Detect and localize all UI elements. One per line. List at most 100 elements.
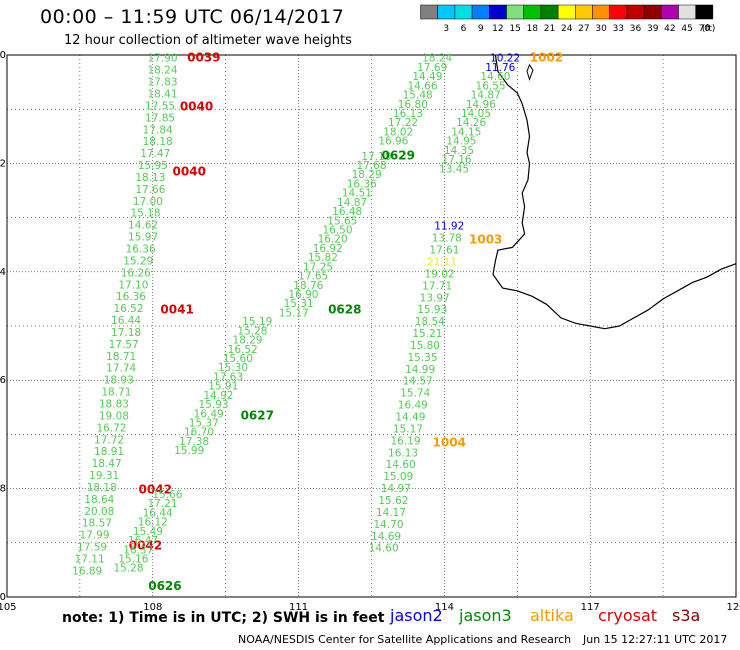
colorbar-tick-label: 36	[630, 24, 642, 34]
wave-height-label: 15.19	[242, 316, 272, 328]
wave-height-label: 15.37	[189, 417, 219, 429]
wave-height-label: 16.55	[476, 80, 506, 92]
wave-height-label: 17.16	[442, 154, 472, 166]
lat-tick-label: -40	[0, 592, 6, 603]
colorbar-tick-label: 39	[647, 24, 659, 34]
lat-tick-label: -30	[0, 50, 6, 61]
wave-height-label: 19.31	[89, 470, 119, 482]
wave-height-label: 15.29	[123, 255, 153, 267]
wave-height-label: 14.17	[376, 507, 406, 519]
wave-height-label: 18.83	[99, 399, 129, 411]
wave-height-label: 17.59	[77, 542, 107, 554]
wave-height-label: 15.95	[138, 160, 168, 172]
colorbar-swatch	[695, 4, 714, 20]
pass-time-label: 0629	[382, 148, 415, 162]
wave-height-label: 16.12	[138, 517, 168, 529]
colorbar-tick-label: 24	[561, 24, 573, 34]
colorbar-unit: (ft)	[702, 24, 716, 34]
wave-height-label: 17.10	[361, 151, 391, 163]
pass-time-label: 0041	[160, 303, 193, 317]
wave-height-label: 15.60	[223, 353, 253, 365]
colorbar-tick-label: 21	[544, 24, 555, 34]
wave-height-label: 16.49	[398, 400, 428, 412]
wave-height-label: 18.29	[233, 335, 263, 347]
wave-height-label: 17.18	[111, 327, 141, 339]
track-t0626: 15.6617.2116.4416.1215.4916.4716.3715.16…	[113, 489, 182, 593]
wave-height-label: 13.45	[439, 163, 469, 175]
wave-height-label: 16.90	[288, 289, 318, 301]
colorbar-tick-label: 27	[578, 24, 589, 34]
wave-height-label: 15.66	[152, 489, 182, 501]
wave-height-label: 16.49	[194, 408, 224, 420]
wave-height-label: 13.78	[432, 233, 462, 245]
wave-height-label: 15.99	[174, 445, 204, 457]
wave-height-label: 14.96	[466, 99, 496, 111]
wave-height-label: 17.61	[429, 245, 459, 257]
colorbar-tick-label: 70	[699, 24, 711, 34]
wave-height-label: 17.38	[179, 436, 209, 448]
wave-height-label: 15.97	[128, 232, 158, 244]
wave-height-label: 14.49	[412, 71, 442, 83]
lon-tick-label: 108	[143, 602, 162, 613]
map-frame	[6, 54, 737, 598]
wave-height-label: 15.49	[133, 526, 163, 538]
wave-height-label: 14.60	[369, 543, 399, 555]
wave-height-label: 17.69	[417, 62, 447, 74]
wave-height-label: 16.89	[72, 565, 102, 577]
legend-cryosat: cryosat	[598, 606, 658, 625]
pass-time-label: 0042	[139, 483, 172, 497]
wave-height-label: 14.66	[407, 80, 437, 92]
wave-height-label: 14.87	[471, 90, 501, 102]
wave-height-label: 17.83	[147, 77, 177, 89]
wave-height-label: 17.00	[133, 196, 163, 208]
wave-height-label: 14.70	[373, 519, 403, 531]
wave-height-label: 17.90	[147, 53, 177, 65]
pass-time-label: 0039	[187, 51, 220, 65]
wave-height-label: 17.21	[147, 498, 177, 510]
pass-time-label: 0040	[173, 165, 206, 179]
wave-height-label: 16.52	[228, 344, 258, 356]
wave-height-label: 14.60	[480, 71, 510, 83]
wave-height-label: 17.10	[118, 279, 148, 291]
colorbar-tick-label: 6	[461, 24, 467, 34]
lat-tick-label: -36	[0, 375, 6, 386]
colorbar-tick-label: 18	[527, 24, 539, 34]
wave-height-label: 16.44	[111, 315, 141, 327]
wave-height-label: 17.72	[94, 434, 124, 446]
wave-height-label: 18.64	[84, 494, 114, 506]
wave-height-label: 17.71	[422, 280, 452, 292]
wave-height-label: 19.08	[99, 410, 129, 422]
colorbar-tick-label: 9	[478, 24, 484, 34]
wave-height-label: 11.92	[434, 221, 464, 233]
wave-height-label: 15.91	[208, 381, 238, 393]
wave-height-label: 16.26	[121, 267, 151, 279]
wave-height-label: 14.95	[446, 136, 476, 148]
wave-height-label: 17.65	[298, 271, 328, 283]
wave-height-label: 15.93	[199, 399, 229, 411]
colorbar-tick-label: 42	[664, 24, 675, 34]
wave-height-label: 14.26	[456, 117, 486, 129]
legend-jason2: jason2	[390, 606, 443, 625]
wave-height-label: 17.68	[356, 160, 386, 172]
wave-height-label: 17.55	[145, 100, 175, 112]
track-t0040b: 0040	[173, 165, 206, 179]
wave-height-label: 18.76	[293, 280, 323, 292]
lat-tick-label: -38	[0, 484, 6, 495]
wave-height-label: 14.51	[342, 188, 372, 200]
wave-height-label: 14.92	[203, 390, 233, 402]
wave-height-label: 16.36	[116, 291, 146, 303]
wave-height-label: 15.62	[378, 495, 408, 507]
wave-height-label: 16.50	[322, 225, 352, 237]
wave-height-label: 17.74	[106, 363, 136, 375]
wave-height-label: 18.71	[101, 387, 131, 399]
wave-height-label: 15.28	[113, 563, 143, 575]
track-t1002: 10.2211.7614.6016.5514.8714.9614.0514.26…	[439, 51, 563, 176]
colorbar-tick-label: 33	[613, 24, 624, 34]
wave-height-label: 18.41	[147, 88, 177, 100]
generated-timestamp: Jun 15 12:27:11 UTC 2017	[583, 633, 728, 646]
wave-height-label: 21.11	[427, 257, 457, 269]
lon-tick-label: 105	[0, 602, 17, 613]
wave-height-label: 18.29	[352, 169, 382, 181]
wave-height-label: 14.05	[461, 108, 491, 120]
